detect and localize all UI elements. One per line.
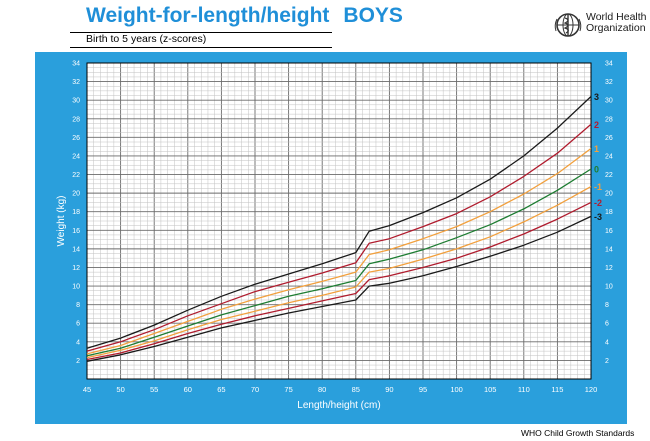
y-tick-label-left: 34 <box>72 61 80 68</box>
chart-subtitle: Birth to 5 years (z-scores) <box>86 33 207 45</box>
chart-title: Weight-for-length/height BOYS <box>86 4 403 28</box>
y-tick-label-left: 28 <box>72 116 80 123</box>
y-tick-label-left: 20 <box>72 191 80 198</box>
series-line-z-3 <box>86 215 592 362</box>
series-line-z-2 <box>86 201 592 361</box>
x-tick-label: 90 <box>385 385 393 394</box>
title-sex: BOYS <box>343 4 403 27</box>
grid <box>86 62 592 380</box>
x-tick-label: 50 <box>116 385 124 394</box>
organization-name-line2: Organization <box>586 22 646 34</box>
y-tick-label-left: 14 <box>72 246 80 253</box>
x-tick-label: 95 <box>419 385 427 394</box>
series-label-z3: 3 <box>594 92 599 102</box>
y-tick-label-right: 14 <box>605 246 613 253</box>
series-line-z1 <box>86 147 592 355</box>
x-tick-label: 70 <box>251 385 259 394</box>
x-axis-label: Length/height (cm) <box>297 400 380 411</box>
x-tick-label: 60 <box>184 385 192 394</box>
y-tick-label-left: 32 <box>72 79 80 86</box>
y-tick-label-left: 22 <box>72 172 80 179</box>
series-label-z-2: -2 <box>594 198 602 208</box>
y-tick-label-left: 6 <box>76 321 80 328</box>
y-tick-label-right: 16 <box>605 228 613 235</box>
series-line-z-1 <box>86 186 592 359</box>
chart-panel: 45 50 55 60 65 70 75 80 85 90 95 100 105 110 115 120 2 2 4… <box>35 52 627 424</box>
y-tick-label-right: 20 <box>605 191 613 198</box>
series-label-z-3: -3 <box>594 212 602 222</box>
y-tick-label-right: 2 <box>605 358 609 365</box>
organization-name-line1: World Health <box>586 11 647 23</box>
x-tick-label: 55 <box>150 385 158 394</box>
x-tick-label: 85 <box>352 385 360 394</box>
series-label-z0: 0 <box>594 164 599 174</box>
y-tick-label-right: 24 <box>605 153 613 160</box>
series-label-z-1: -1 <box>594 182 602 192</box>
x-tick-label: 110 <box>518 385 530 394</box>
plot-border <box>86 62 592 380</box>
series-label-z1: 1 <box>594 144 599 154</box>
organization-name: World Health Organization <box>586 12 647 34</box>
y-tick-label-right: 4 <box>605 339 609 346</box>
series-label-z2: 2 <box>594 120 599 130</box>
series-line-z0 <box>86 168 592 357</box>
who-emblem-icon <box>554 13 582 37</box>
y-tick-label-right: 18 <box>605 209 613 216</box>
y-tick-label-right: 26 <box>605 135 613 142</box>
series-line-z3 <box>86 96 592 349</box>
y-tick-label-right: 34 <box>605 61 613 68</box>
x-tick-label: 65 <box>217 385 225 394</box>
y-tick-label-right: 8 <box>605 302 609 309</box>
x-tick-label: 120 <box>585 385 598 394</box>
y-tick-label-right: 10 <box>605 284 613 291</box>
y-tick-label-left: 8 <box>76 302 80 309</box>
y-tick-label-left: 26 <box>72 135 80 142</box>
x-tick-label: 100 <box>450 385 463 394</box>
y-tick-label-right: 32 <box>605 79 613 86</box>
y-tick-label-left: 16 <box>72 228 80 235</box>
series-line-z2 <box>86 123 592 352</box>
title-text: Weight-for-length/height <box>86 4 330 27</box>
x-tick-label: 75 <box>284 385 292 394</box>
y-tick-label-right: 28 <box>605 116 613 123</box>
y-tick-label-left: 30 <box>72 98 80 105</box>
y-tick-label-left: 4 <box>76 339 80 346</box>
y-tick-label-right: 12 <box>605 265 613 272</box>
x-tick-label: 105 <box>484 385 497 394</box>
y-tick-label-right: 6 <box>605 321 609 328</box>
y-tick-label-left: 10 <box>72 284 80 291</box>
x-tick-label: 80 <box>318 385 326 394</box>
y-tick-label-left: 24 <box>72 153 80 160</box>
y-tick-label-right: 22 <box>605 172 613 179</box>
y-tick-label-left: 12 <box>72 265 80 272</box>
y-tick-label-left: 2 <box>76 358 80 365</box>
y-tick-label-right: 30 <box>605 98 613 105</box>
source-footer: WHO Child Growth Standards <box>521 428 635 438</box>
subtitle-rule <box>70 32 332 48</box>
y-tick-label-left: 18 <box>72 209 80 216</box>
x-tick-label: 45 <box>83 385 91 394</box>
y-axis-label: Weight (kg) <box>56 196 67 247</box>
x-tick-label: 115 <box>551 385 563 394</box>
